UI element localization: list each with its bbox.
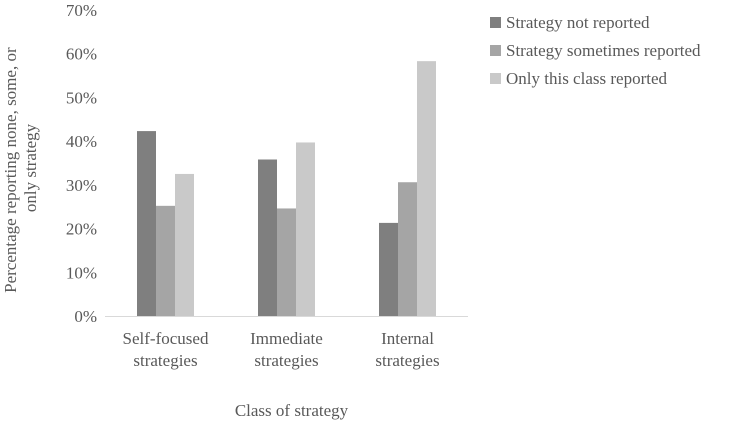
y-axis-ticks: 0% 10% 20% 30% 40% 50% 60% 70% xyxy=(66,1,97,326)
y-tick-label: 20% xyxy=(66,220,97,239)
legend-swatch xyxy=(490,73,501,84)
x-axis-title: Class of strategy xyxy=(235,401,349,420)
category-label: strategies xyxy=(254,351,318,370)
category-labels: Self-focused strategies Immediate strategie… xyxy=(123,329,440,370)
legend-swatch xyxy=(490,17,501,28)
bar-series-3-category-1 xyxy=(175,173,194,316)
category-label: Internal xyxy=(381,329,434,348)
y-axis-title-line-1: Percentage reporting none, some, or xyxy=(1,47,20,293)
legend-swatch xyxy=(490,45,501,56)
legend: Strategy not reported Strategy sometimes … xyxy=(490,13,701,88)
bar-series-1-category-1 xyxy=(137,131,156,316)
category-label: strategies xyxy=(375,351,439,370)
bar-series-2-category-2 xyxy=(277,208,296,316)
category-label: Self-focused xyxy=(123,329,209,348)
y-tick-label: 60% xyxy=(66,45,97,64)
bar-series-1-category-3 xyxy=(379,222,398,316)
y-tick-label: 70% xyxy=(66,1,97,20)
y-tick-label: 50% xyxy=(66,88,97,107)
y-axis-title: Percentage reporting none, some, or only… xyxy=(1,43,40,293)
bars xyxy=(137,61,436,317)
y-tick-label: 30% xyxy=(66,176,97,195)
y-tick-label: 0% xyxy=(74,307,97,326)
bar-series-2-category-3 xyxy=(398,182,417,316)
bar-series-1-category-2 xyxy=(258,159,277,316)
legend-label: Strategy sometimes reported xyxy=(506,41,701,60)
bar-series-2-category-1 xyxy=(156,205,175,316)
y-tick-label: 10% xyxy=(66,263,97,282)
category-label: Immediate xyxy=(250,329,323,348)
y-axis-title-line-2: only strategy xyxy=(21,123,40,212)
bar-series-3-category-2 xyxy=(296,142,315,316)
category-label: strategies xyxy=(133,351,197,370)
legend-label: Strategy not reported xyxy=(506,13,650,32)
bar-series-3-category-3 xyxy=(417,61,436,317)
legend-label: Only this class reported xyxy=(506,69,667,88)
y-tick-label: 40% xyxy=(66,132,97,151)
